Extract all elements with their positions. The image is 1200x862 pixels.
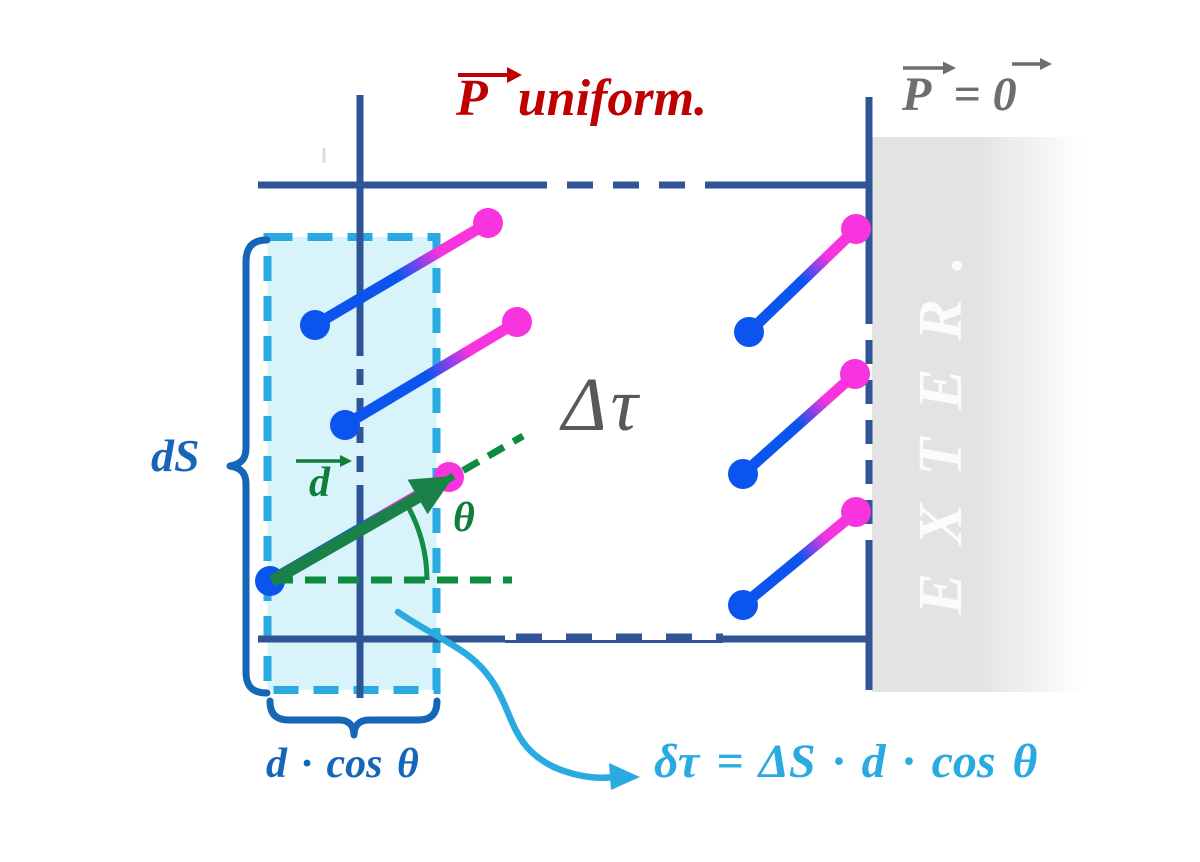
exterior-region-label: EXTER. <box>907 227 975 615</box>
dipole-axis <box>342 317 520 430</box>
dipole <box>300 208 503 340</box>
negative-charge-dot <box>728 459 758 489</box>
formula-callout-arrow <box>394 608 640 790</box>
angle-label: θ <box>453 495 475 541</box>
dipole <box>330 307 532 440</box>
dipole-axis <box>745 225 860 336</box>
displacement-construction <box>269 432 525 587</box>
surface-element-label: dS <box>151 430 200 481</box>
polarization-symbol: P <box>456 70 488 127</box>
volume-formula: δτ = ΔS · d · cos θ <box>654 735 1038 788</box>
dipole <box>734 214 871 347</box>
negative-charge-dot <box>300 310 330 340</box>
ds-brace <box>226 236 271 697</box>
vector-extension-dashed <box>436 432 525 489</box>
negative-charge-dot <box>728 590 758 620</box>
dipole <box>728 359 870 489</box>
displacement-vector-label: d <box>309 460 330 506</box>
dipole-axis <box>312 218 491 330</box>
positive-charge-dot <box>473 208 503 238</box>
dipole-axis <box>739 369 859 479</box>
displacement-vector-shaft <box>269 490 423 587</box>
negative-charge-dot <box>330 410 360 440</box>
volume-label: Δτ <box>562 363 642 447</box>
surface-slab <box>263 233 441 694</box>
positive-charge-dot <box>841 214 871 244</box>
positive-charge-dot <box>502 307 532 337</box>
d-vector-overbar-arrow <box>296 455 352 467</box>
exterior-field-value: = 0 <box>953 68 1017 121</box>
exterior-field-symbol: P <box>902 68 932 121</box>
polarization-text: uniform. <box>517 70 708 127</box>
p-zero-overbar-arrow-p <box>903 61 956 75</box>
negative-charge-dot <box>734 317 764 347</box>
slab-thickness-label: d · cos θ <box>266 741 419 787</box>
dipole <box>728 497 871 620</box>
thickness-brace <box>266 697 441 739</box>
dipoles <box>255 208 871 620</box>
exterior-field-label: P = 0 <box>902 71 1017 119</box>
exterior-region-panel <box>872 137 1084 692</box>
dipole-axis <box>739 507 860 610</box>
positive-charge-dot <box>840 359 870 389</box>
positive-charge-dot <box>841 497 871 527</box>
p-zero-overbar-arrow-zero <box>1012 58 1052 70</box>
p-uniform-overbar-arrow <box>458 67 522 83</box>
dielectric-boundary <box>258 95 873 698</box>
